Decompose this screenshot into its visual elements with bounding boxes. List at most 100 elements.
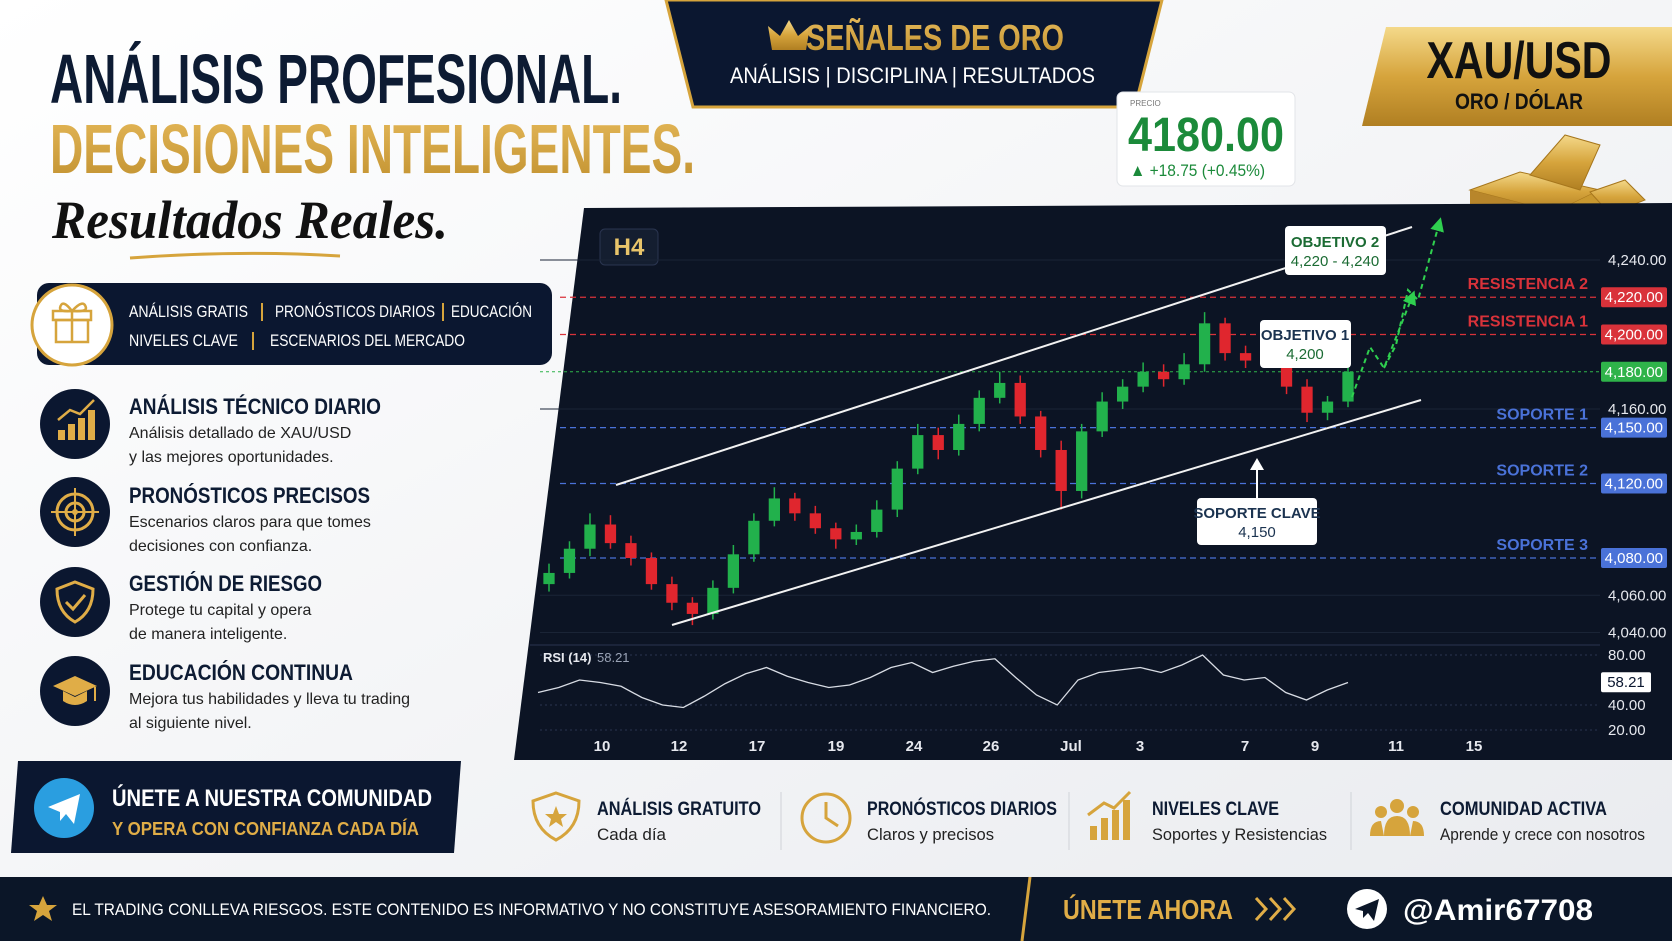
candle-body <box>1219 323 1231 354</box>
feature-text: decisiones con confianza. <box>129 538 312 555</box>
level-tag <box>1601 417 1667 438</box>
offers-band <box>37 283 552 365</box>
level-name: RESISTENCIA 2 <box>1468 276 1588 293</box>
feature-text: Mejora tus habilidades y lleva tu tradin… <box>129 691 410 708</box>
cta: ÚNETE AHORA <box>1063 894 1233 925</box>
channel-upper <box>615 226 1413 486</box>
offer: PRONÓSTICOS DIARIOS <box>275 302 435 321</box>
rsi-value: 58.21 <box>597 650 630 665</box>
target-1-title: OBJETIVO 1 <box>1261 327 1349 344</box>
support-arrow-head <box>1250 458 1264 470</box>
telegram-plane <box>48 794 80 824</box>
candle-body <box>604 524 617 544</box>
price-change: ▲ +18.75 (+0.45%) <box>1130 161 1265 180</box>
candle-body <box>1280 356 1293 387</box>
candle-body <box>645 558 658 585</box>
level-name: SOPORTE 2 <box>1496 463 1588 480</box>
candle-body <box>953 423 965 450</box>
cta-button[interactable]: ÚNETE AHORA <box>1063 894 1297 925</box>
rsi-tag-label: 58.21 <box>1607 674 1645 691</box>
offer: ANÁLISIS GRATIS <box>129 302 248 321</box>
projection-1 <box>1351 290 1416 398</box>
candle-body <box>1137 371 1149 387</box>
candle-body <box>1321 401 1334 413</box>
crown-icon <box>768 20 810 50</box>
candle-body <box>1301 386 1313 413</box>
x-tick-label: 9 <box>1311 738 1319 755</box>
price-box <box>1116 91 1296 187</box>
footer <box>0 877 1672 941</box>
level-tag-label: 4,200.00 <box>1605 326 1663 343</box>
candle-body <box>686 602 699 614</box>
target-2-box <box>1285 226 1386 275</box>
script-line: Resultados Reales. <box>51 190 448 250</box>
title-line-1: ANÁLISIS PROFESIONAL. <box>50 40 622 118</box>
level-name: RESISTENCIA 1 <box>1468 313 1588 330</box>
candle-body <box>1014 382 1026 417</box>
feature-title: ANÁLISIS TÉCNICO DIARIO <box>129 394 381 419</box>
benefit-icons <box>531 790 1424 844</box>
y-tick-label: 4,060.00 <box>1608 587 1666 604</box>
candle-body <box>1178 364 1190 380</box>
y-tick-label: 4,040.00 <box>1608 625 1666 642</box>
offer: ESCENARIOS DEL MERCADO <box>270 331 465 350</box>
benefit-text: Cada día <box>597 825 667 844</box>
pair-name: ORO / DÓLAR <box>1455 89 1583 114</box>
benefit-title: PRONÓSTICOS DIARIOS <box>867 798 1057 820</box>
candle-body <box>625 543 637 559</box>
target-2-text: 4,220 - 4,240 <box>1291 253 1379 270</box>
x-tick-label: 10 <box>594 738 611 755</box>
chevron <box>1254 896 1269 922</box>
rsi-tick-label: 40.00 <box>1608 697 1646 714</box>
y-tick-label: 4,240.00 <box>1608 252 1666 269</box>
level-name: SOPORTE 3 <box>1496 537 1588 554</box>
candle-body <box>809 513 821 529</box>
x-tick-label: 11 <box>1388 738 1404 755</box>
pair-symbol: XAU/USD <box>1427 32 1612 90</box>
target-1-text: 4,200 <box>1286 346 1324 363</box>
candle-body <box>1076 431 1088 491</box>
level-tag <box>1601 548 1667 569</box>
level-tag <box>1601 473 1667 494</box>
level-tag <box>1601 287 1667 308</box>
x-tick-label: Jul <box>1060 738 1082 755</box>
chevron <box>1282 896 1297 922</box>
candle-body <box>1117 386 1129 402</box>
level-tag <box>1601 361 1667 382</box>
candle-body <box>543 572 555 585</box>
benefit-text: Aprende y crece con nosotros <box>1440 825 1645 844</box>
benefit-title: ANÁLISIS GRATUITO <box>597 798 761 820</box>
price-label: PRECIO <box>1130 99 1161 108</box>
rsi-label: RSI (14) <box>543 650 591 665</box>
level-name: SOPORTE 1 <box>1496 407 1588 424</box>
feature-title: GESTIÓN DE RIESGO <box>129 571 322 596</box>
x-tick-label: 17 <box>749 738 766 755</box>
candle-body <box>994 382 1006 398</box>
candle-body <box>1239 353 1252 361</box>
join-title: ÚNETE A NUESTRA COMUNIDAD <box>112 784 432 812</box>
candle-body <box>912 435 924 469</box>
x-tick-label: 19 <box>828 738 845 755</box>
x-tick-label: 26 <box>983 738 1000 755</box>
target-2-title: OBJETIVO 2 <box>1291 234 1379 251</box>
candle-body <box>1157 371 1170 380</box>
handle[interactable]: @Amir67708 <box>1403 894 1593 927</box>
x-tick-label: 24 <box>906 738 923 755</box>
join-box <box>11 761 461 853</box>
chart: 4,040.00 4,060.00 4,160.00 4,240.00 RESISTEN… <box>537 252 1667 755</box>
feature-icons <box>40 389 110 726</box>
key-support-title: SOPORTE CLAVE <box>1193 505 1320 522</box>
candle-body <box>748 520 760 555</box>
feature-title: PRONÓSTICOS PRECISOS <box>129 483 370 508</box>
candle-body <box>1198 323 1211 365</box>
join-button[interactable]: ÚNETE A NUESTRA COMUNIDAD Y OPERA CON CO… <box>11 761 461 853</box>
level-tag-label: 4,080.00 <box>1605 550 1663 567</box>
candle-body <box>584 524 596 549</box>
offer: NIVELES CLAVE <box>129 331 238 350</box>
candle-body <box>563 548 576 573</box>
feature-text: de manera inteligente. <box>129 626 287 643</box>
x-tick-label: 12 <box>671 738 688 755</box>
timeframe-box <box>599 228 659 266</box>
gift-icon <box>51 302 93 344</box>
candle-body <box>830 528 842 540</box>
